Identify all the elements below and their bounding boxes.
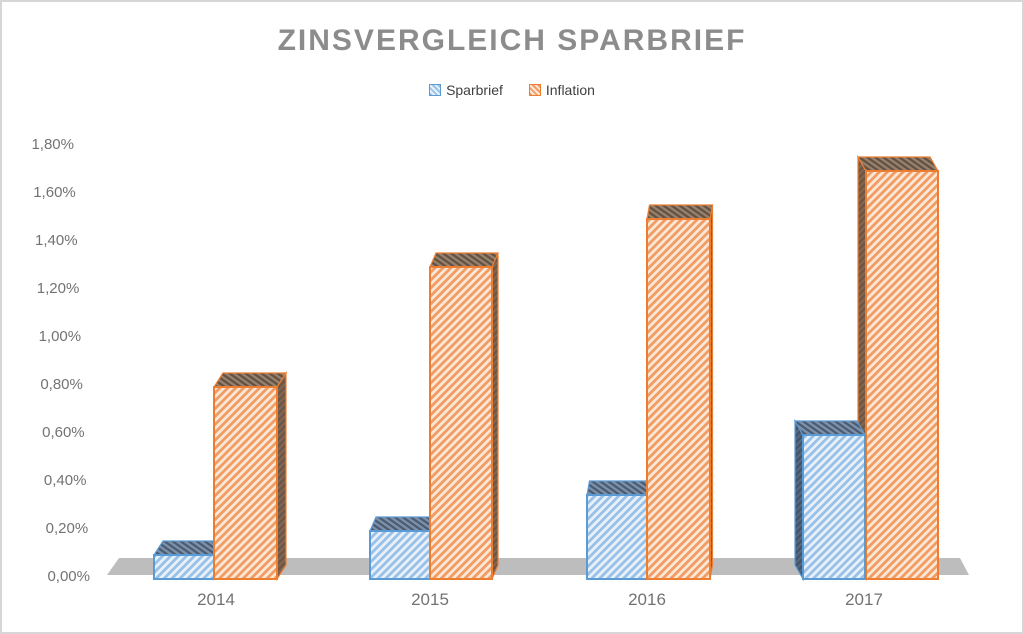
bar-top-face bbox=[793, 420, 867, 436]
y-axis-tick-label: 0,20% bbox=[46, 520, 89, 537]
bar-front-face bbox=[213, 386, 278, 580]
y-axis-tick-label: 0,00% bbox=[47, 568, 90, 585]
bar-top-face bbox=[856, 156, 940, 172]
x-axis-category-label: 2014 bbox=[197, 590, 235, 609]
bar-side-face bbox=[276, 370, 287, 582]
bar-front-face bbox=[802, 434, 866, 580]
y-axis-tick-label: 1,40% bbox=[35, 232, 78, 249]
y-axis-tick-label: 0,80% bbox=[40, 376, 83, 393]
legend-item-sparbrief: Sparbrief bbox=[429, 82, 503, 98]
bar-front-face bbox=[153, 554, 215, 580]
bar-sparbrief-2016 bbox=[586, 480, 651, 580]
legend-swatch-inflation bbox=[528, 84, 541, 96]
bar-side-face bbox=[794, 418, 804, 582]
bar-front-face bbox=[646, 218, 711, 580]
legend-item-inflation: Inflation bbox=[528, 82, 595, 98]
bar-inflation-2017 bbox=[856, 154, 940, 582]
bar-sparbrief-2014 bbox=[152, 538, 225, 582]
chart-floor bbox=[107, 558, 969, 575]
bar-inflation-2016 bbox=[646, 204, 714, 580]
bar-sparbrief-2017 bbox=[793, 418, 867, 582]
bar-inflation-2015 bbox=[429, 252, 499, 580]
x-axis-category-label: 2016 bbox=[628, 590, 666, 609]
chart-title: ZINSVERGLEICH SPARBRIEF bbox=[277, 24, 747, 57]
x-axis-category-label: 2017 bbox=[845, 590, 883, 609]
bar-front-face bbox=[586, 494, 648, 580]
x-axis-category-label: 2015 bbox=[411, 590, 449, 609]
legend-label-inflation: Inflation bbox=[545, 82, 595, 98]
bar-inflation-2014 bbox=[212, 370, 288, 582]
legend-swatch-sparbrief bbox=[429, 84, 442, 96]
bar-top-face bbox=[646, 204, 714, 220]
bar-front-face bbox=[865, 170, 939, 580]
legend-label-sparbrief: Sparbrief bbox=[446, 82, 503, 98]
bar-top-face bbox=[369, 516, 437, 532]
bar-top-face bbox=[152, 540, 225, 556]
y-axis-tick-label: 0,40% bbox=[44, 472, 87, 489]
bar-top-face bbox=[429, 252, 499, 268]
legend: Sparbrief Inflation bbox=[2, 82, 1022, 98]
bar-sparbrief-2015 bbox=[369, 516, 437, 580]
bar-front-face bbox=[369, 530, 431, 580]
y-axis-tick-label: 1,20% bbox=[37, 280, 80, 297]
bar-top-face bbox=[586, 480, 651, 496]
y-axis-tick-label: 1,60% bbox=[33, 184, 76, 201]
bar-top-face bbox=[212, 372, 288, 388]
y-axis-tick-label: 1,80% bbox=[31, 136, 74, 153]
bar-front-face bbox=[429, 266, 493, 580]
y-axis-tick-label: 1,00% bbox=[39, 328, 82, 345]
y-axis-tick-label: 0,60% bbox=[42, 424, 85, 441]
